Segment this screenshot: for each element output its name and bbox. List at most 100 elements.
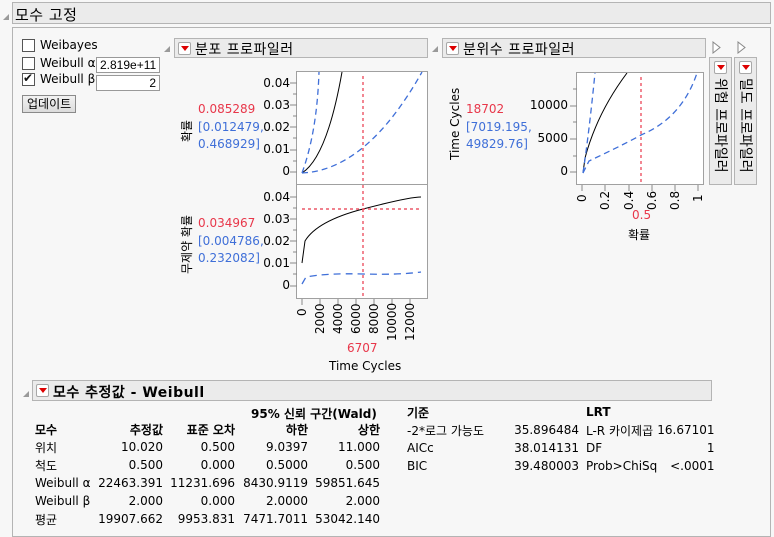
outline-disclosure-toggle[interactable]: [3, 14, 9, 20]
cell: 19907.662: [98, 512, 163, 526]
table-row: -2*로그 가능도 35.896484: [407, 421, 579, 439]
col-header: 모수: [35, 422, 58, 437]
lrt-header: LRT: [586, 405, 611, 419]
cell: Weibull α: [35, 476, 91, 490]
table-row: AICc 38.014131: [407, 439, 579, 457]
estimates-table: 모수 추정값 표준 오차 하한 상한 위치 10.020 0.500 9.039…: [35, 420, 380, 528]
quant-profiler-menu-button[interactable]: [446, 42, 459, 55]
cell: 2.0000: [266, 494, 308, 508]
dist-top-ytick: 0.01: [263, 142, 290, 156]
dist-bottom-ci-high: 0.232082]: [198, 251, 260, 265]
dist-profiler-title: 분포 프로파일러: [195, 42, 294, 58]
dist-bottom-ytick: 0: [282, 278, 290, 292]
cell: L-R 카이제곱: [586, 423, 654, 438]
weibull-alpha-input[interactable]: 2.819e+11: [96, 57, 160, 73]
weibull-alpha-label: Weibull α: [40, 56, 96, 70]
hazard-profiler-tab[interactable]: 위험 프로파일러: [709, 57, 732, 185]
cell: -2*로그 가능도: [407, 423, 484, 438]
estimates-disclosure[interactable]: [23, 391, 29, 397]
table-row: Prob>ChiSq <.0001: [586, 457, 715, 475]
cell: <.0001: [670, 459, 715, 473]
cell: 7471.7011: [243, 512, 308, 526]
cell: 위치: [35, 440, 58, 455]
cell: 척도: [35, 458, 58, 473]
cell: 9953.831: [177, 512, 235, 526]
dist-top-plot[interactable]: [296, 71, 428, 185]
table-row: Weibull β 2.000 0.000 2.0000 2.000: [35, 492, 380, 510]
dist-bottom-ytick: 0.02: [263, 234, 290, 248]
estimates-title: 모수 추정값 - Weibull: [53, 385, 205, 401]
dist-bottom-plot[interactable]: [296, 184, 428, 299]
density-profiler-expand-icon[interactable]: [737, 40, 746, 55]
quant-x-value[interactable]: 0.5: [632, 208, 652, 222]
quant-profiler-header: 분위수 프로파일러: [442, 38, 706, 58]
weibayes-checkbox[interactable]: [22, 39, 35, 52]
quant-ytick: 10000: [529, 98, 568, 112]
density-profiler-tab[interactable]: 밀도 프로파일러: [734, 57, 757, 185]
quant-ytick: 5000: [537, 131, 568, 145]
ci-header: 95% 신뢰 구간(Wald): [251, 407, 377, 421]
dist-bottom-ytick: 0.04: [263, 190, 290, 204]
quant-ylabel: Time Cycles: [448, 87, 462, 160]
cell: 39.480003: [514, 459, 579, 473]
dist-profiler-menu-button[interactable]: [178, 42, 191, 55]
table-row: 위치 10.020 0.500 9.0397 11.000: [35, 438, 380, 456]
dist-bottom-ytick: 0.03: [263, 212, 290, 226]
dist-top-value: 0.085289: [198, 102, 256, 116]
cell: Prob>ChiSq: [586, 459, 658, 473]
cell: 22463.391: [98, 476, 163, 490]
cell: 0.500: [200, 440, 235, 454]
cell: BIC: [407, 459, 428, 473]
hazard-profiler-menu-button[interactable]: [714, 61, 727, 74]
quant-xtick: 0.8: [668, 190, 682, 210]
estimates-header: 모수 추정값 - Weibull: [32, 380, 712, 401]
dist-top-ytick: 0.03: [263, 98, 290, 112]
lrt-table: LRT L-R 카이제곱 16.67101 DF 1 Prob>ChiSq <.000…: [586, 403, 715, 475]
quant-xtick: 0: [575, 194, 589, 202]
outline-header[interactable]: 모수 고정: [12, 2, 771, 24]
quant-value: 18702: [466, 102, 505, 116]
col-header: 하한: [285, 422, 308, 437]
dist-x-value[interactable]: 6707: [347, 341, 378, 355]
weibull-beta-input[interactable]: 2: [96, 75, 160, 91]
dist-top-ci-high: 0.468929]: [198, 137, 260, 151]
estimates-menu-button[interactable]: [36, 384, 49, 397]
cell: AICc: [407, 441, 434, 455]
weibull-beta-checkbox[interactable]: [22, 71, 35, 86]
cell: 0.500: [345, 458, 380, 472]
cell: 평균: [35, 512, 58, 527]
dist-xtick: 4000: [331, 303, 345, 334]
criteria-header: 기준: [407, 405, 430, 420]
table-row: Weibull α 22463.391 11231.696 8430.9119 …: [35, 474, 380, 492]
quant-plot[interactable]: [576, 72, 704, 185]
dist-bottom-value: 0.034967: [198, 216, 256, 230]
update-button[interactable]: 업데이트: [22, 95, 77, 113]
quant-profiler-title: 분위수 프로파일러: [463, 42, 575, 58]
cell: 16.67101: [657, 423, 715, 437]
dist-profiler-disclosure[interactable]: [164, 46, 170, 52]
cell: 11.000: [338, 440, 380, 454]
weibull-alpha-checkbox[interactable]: [22, 57, 35, 70]
cell: 0.000: [200, 458, 235, 472]
dist-top-ytick: 0: [282, 164, 290, 178]
cell: 10.020: [121, 440, 163, 454]
dist-top-ylabel: 확률: [180, 119, 194, 142]
hazard-profiler-label: 위험 프로파일러: [712, 78, 728, 173]
outline-title: 모수 고정: [15, 6, 78, 24]
table-row: 평균 19907.662 9953.831 7471.7011 53042.14…: [35, 510, 380, 528]
cell: Weibull β: [35, 494, 91, 508]
quant-xlabel: 확률: [628, 228, 651, 242]
quant-ytick: 0: [560, 164, 568, 178]
cell: 1: [706, 441, 715, 455]
cell: 0.500: [128, 458, 163, 472]
cell: DF: [586, 441, 603, 455]
weibayes-label: Weibayes: [40, 38, 98, 52]
cell: 2.000: [128, 494, 163, 508]
quant-ci-high: 49829.76]: [466, 137, 528, 151]
quant-xtick: 1: [691, 194, 705, 202]
density-profiler-menu-button[interactable]: [739, 61, 752, 74]
density-profiler-label: 밀도 프로파일러: [737, 78, 753, 173]
quant-profiler-disclosure[interactable]: [432, 46, 438, 52]
hazard-profiler-expand-icon[interactable]: [712, 40, 721, 55]
dist-xtick: 12000: [403, 302, 417, 341]
